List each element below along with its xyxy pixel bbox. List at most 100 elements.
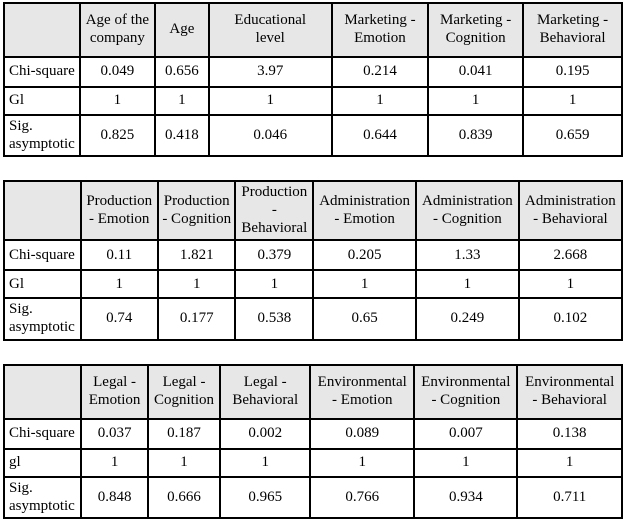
cell: 0.825 xyxy=(78,113,157,158)
corner-cell xyxy=(2,363,83,420)
column-header-production-cognition: Production - Cognition xyxy=(156,180,237,242)
row-label: Sig. asymptotic xyxy=(3,113,81,158)
cell: 1 xyxy=(516,447,623,478)
column-header-administration-behavioral: Administration - Behavioral xyxy=(517,180,623,242)
cell: 0.848 xyxy=(80,475,149,519)
cell: 0.418 xyxy=(154,113,210,158)
chi-square-table-demographics-marketing: Age of the company Age Educational level… xyxy=(3,2,623,158)
row-label: gl xyxy=(2,447,83,478)
column-header-production-behavioral: Production - Behavioral xyxy=(234,180,315,242)
cell: 0.177 xyxy=(156,297,237,341)
cell: 0.656 xyxy=(154,56,210,88)
column-header-environmental-emotion: Environmental - Emotion xyxy=(309,363,416,420)
row-label: Chi-square xyxy=(3,239,82,272)
cell: 0.965 xyxy=(219,475,312,519)
cell: 1.33 xyxy=(415,239,520,272)
cell: 1 xyxy=(156,269,237,300)
cell: 1 xyxy=(522,86,623,116)
table-row-chi-square: Chi-square 0.11 1.821 0.379 0.205 1.33 2… xyxy=(3,239,623,272)
table-row-chi-square: Chi-square 0.049 0.656 3.97 0.214 0.041 … xyxy=(3,56,623,88)
column-header-marketing-behavioral: Marketing - Behavioral xyxy=(522,2,623,58)
table-row-sig-asymptotic: Sig. asymptotic 0.74 0.177 0.538 0.65 0.… xyxy=(3,297,623,341)
header-row: Age of the company Age Educational level… xyxy=(3,2,623,58)
table-row-sig-asymptotic: Sig. asymptotic 0.825 0.418 0.046 0.644 … xyxy=(3,113,623,158)
cell: 0.74 xyxy=(79,297,159,341)
column-header-environmental-cognition: Environmental - Cognition xyxy=(413,363,519,420)
corner-cell xyxy=(3,180,82,242)
column-header-administration-cognition: Administration - Cognition xyxy=(415,180,520,242)
cell: 1 xyxy=(312,269,418,300)
table-row-gl: Gl 1 1 1 1 1 1 xyxy=(3,86,623,116)
column-header-age-of-company: Age of the company xyxy=(78,2,157,58)
column-header-marketing-cognition: Marketing - Cognition xyxy=(427,2,525,58)
cell: 1 xyxy=(154,86,210,116)
cell: 0.138 xyxy=(516,417,623,450)
corner-cell xyxy=(3,2,81,58)
cell: 1 xyxy=(415,269,520,300)
cell: 0.049 xyxy=(78,56,157,88)
cell: 0.041 xyxy=(427,56,525,88)
cell: 0.195 xyxy=(522,56,623,88)
cell: 0.766 xyxy=(309,475,416,519)
cell: 1 xyxy=(330,86,430,116)
column-header-administration-emotion: Administration - Emotion xyxy=(312,180,418,242)
cell: 0.666 xyxy=(146,475,222,519)
cell: 0.037 xyxy=(80,417,149,450)
table-row-gl: gl 1 1 1 1 1 1 xyxy=(2,447,623,478)
cell: 0.002 xyxy=(219,417,312,450)
cell: 0.11 xyxy=(79,239,159,272)
cell: 0.214 xyxy=(330,56,430,88)
cell: 1 xyxy=(207,86,333,116)
cell: 1 xyxy=(79,269,159,300)
cell: 1 xyxy=(427,86,525,116)
cell: 0.102 xyxy=(517,297,623,341)
column-header-legal-cognition: Legal - Cognition xyxy=(146,363,222,420)
cell: 1 xyxy=(309,447,416,478)
cell: 0.089 xyxy=(309,417,416,450)
cell: 0.659 xyxy=(522,113,623,158)
cell: 0.538 xyxy=(234,297,315,341)
cell: 3.97 xyxy=(207,56,333,88)
column-header-educational-level: Educational level xyxy=(207,2,333,58)
cell: 0.187 xyxy=(146,417,222,450)
cell: 1 xyxy=(413,447,519,478)
table-row-gl: Gl 1 1 1 1 1 1 xyxy=(3,269,623,300)
column-header-environmental-behavioral: Environmental - Behavioral xyxy=(516,363,623,420)
cell: 2.668 xyxy=(517,239,623,272)
cell: 0.046 xyxy=(207,113,333,158)
chi-square-table-production-administration: Production - Emotion Production - Cognit… xyxy=(3,180,623,341)
table-row-sig-asymptotic: Sig. asymptotic 0.848 0.666 0.965 0.766 … xyxy=(2,475,623,519)
cell: 1 xyxy=(234,269,315,300)
cell: 1.821 xyxy=(156,239,237,272)
cell: 0.249 xyxy=(415,297,520,341)
column-header-legal-behavioral: Legal - Behavioral xyxy=(219,363,312,420)
cell: 1 xyxy=(517,269,623,300)
cell: 1 xyxy=(146,447,222,478)
row-label: Gl xyxy=(3,86,81,116)
column-header-marketing-emotion: Marketing - Emotion xyxy=(330,2,430,58)
column-header-age: Age xyxy=(154,2,210,58)
cell: 1 xyxy=(80,447,149,478)
cell: 1 xyxy=(78,86,157,116)
column-header-production-emotion: Production - Emotion xyxy=(79,180,159,242)
cell: 1 xyxy=(219,447,312,478)
cell: 0.711 xyxy=(516,475,623,519)
header-row: Legal - Emotion Legal - Cognition Legal … xyxy=(2,363,623,420)
cell: 0.379 xyxy=(234,239,315,272)
cell: 0.934 xyxy=(413,475,519,519)
table-row-chi-square: Chi-square 0.037 0.187 0.002 0.089 0.007… xyxy=(2,417,623,450)
row-label: Sig. asymptotic xyxy=(2,475,83,519)
row-label: Chi-square xyxy=(2,417,83,450)
row-label: Sig. asymptotic xyxy=(3,297,82,341)
row-label: Gl xyxy=(3,269,82,300)
header-row: Production - Emotion Production - Cognit… xyxy=(3,180,623,242)
cell: 0.644 xyxy=(330,113,430,158)
row-label: Chi-square xyxy=(3,56,81,88)
column-header-legal-emotion: Legal - Emotion xyxy=(80,363,149,420)
cell: 0.007 xyxy=(413,417,519,450)
cell: 0.65 xyxy=(312,297,418,341)
cell: 0.839 xyxy=(427,113,525,158)
cell: 0.205 xyxy=(312,239,418,272)
chi-square-table-legal-environmental: Legal - Emotion Legal - Cognition Legal … xyxy=(2,363,623,519)
